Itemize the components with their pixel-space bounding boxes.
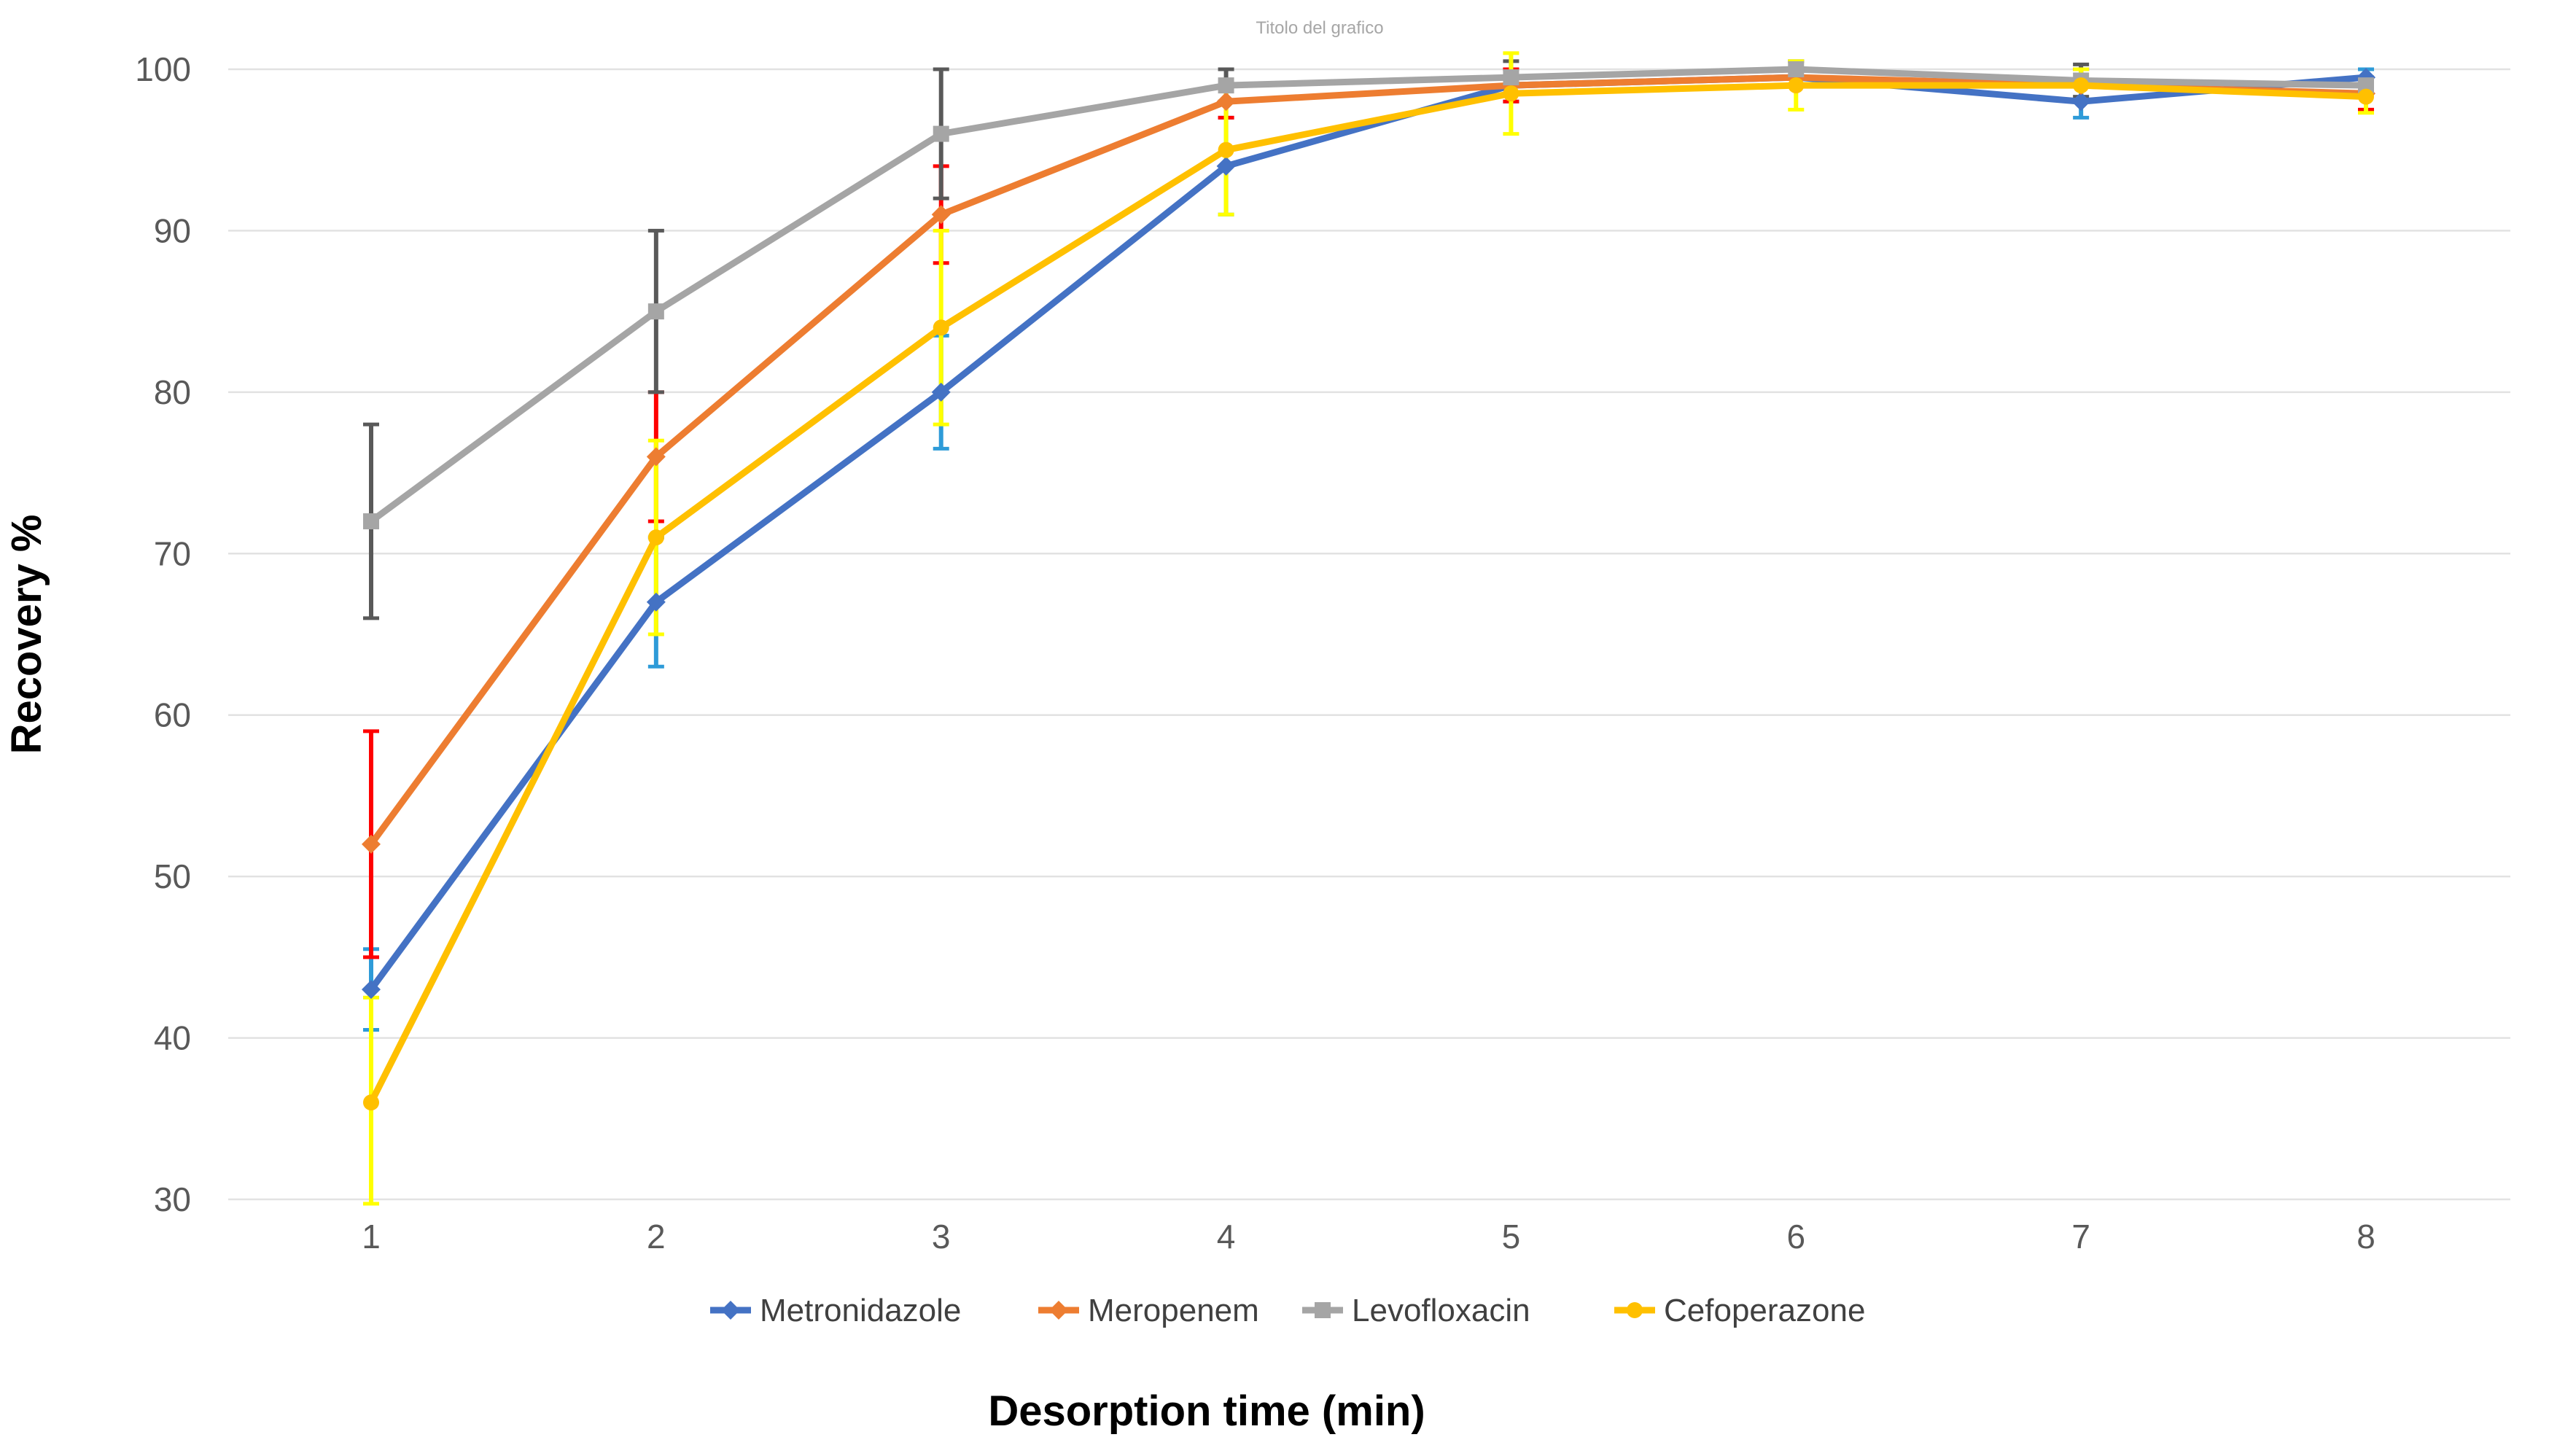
series-levofloxacin <box>363 61 2374 529</box>
y-axis-title: Recovery % <box>3 515 50 755</box>
error-bar-group-cefoperazone <box>363 51 2374 1206</box>
series-lines <box>362 61 2375 1111</box>
x-tick-label: 4 <box>1217 1218 1236 1255</box>
x-tick-label: 5 <box>1502 1218 1521 1255</box>
data-point-marker <box>646 592 666 612</box>
data-point-marker <box>362 834 381 854</box>
y-tick-label: 50 <box>154 857 191 895</box>
legend-label: Cefoperazone <box>1664 1293 1865 1328</box>
x-axis-tick-labels: 1 2 3 4 5 6 7 8 <box>362 1218 2375 1255</box>
data-point-marker <box>1788 77 1805 94</box>
data-point-marker <box>2073 77 2090 94</box>
series-cefoperazone <box>363 77 2374 1111</box>
data-point-marker <box>362 980 381 1000</box>
data-point-marker <box>647 303 664 320</box>
data-point-marker <box>1503 85 1519 102</box>
x-tick-label: 2 <box>647 1218 666 1255</box>
y-tick-label: 60 <box>154 696 191 734</box>
y-tick-label: 30 <box>154 1180 191 1218</box>
y-tick-label: 40 <box>154 1019 191 1057</box>
error-bar-group-meropenem <box>363 67 2374 959</box>
legend-item-metronidazole: Metronidazole <box>710 1293 961 1328</box>
chart-title: Titolo del grafico <box>1256 18 1383 38</box>
legend: Metronidazole Meropenem Levofloxacin Cefope… <box>710 1293 1865 1328</box>
data-point-marker <box>1503 69 1519 86</box>
legend-item-levofloxacin: Levofloxacin <box>1302 1293 1530 1328</box>
x-tick-label: 1 <box>362 1218 381 1255</box>
data-point-marker <box>363 1094 379 1111</box>
data-point-marker <box>933 125 949 142</box>
y-tick-label: 80 <box>154 373 191 411</box>
data-point-marker <box>1216 92 1236 112</box>
legend-label: Levofloxacin <box>1352 1293 1530 1328</box>
y-tick-label: 70 <box>154 534 191 572</box>
data-point-marker <box>1218 141 1234 158</box>
x-tick-label: 3 <box>932 1218 951 1255</box>
data-point-marker <box>931 205 951 225</box>
x-axis-title: Desorption time (min) <box>988 1387 1425 1435</box>
data-point-marker <box>2357 88 2374 105</box>
legend-marker-icon <box>1049 1301 1068 1320</box>
error-bars <box>363 51 2374 1206</box>
series-line-levofloxacin <box>367 66 2370 525</box>
x-tick-label: 7 <box>2071 1218 2090 1255</box>
data-point-marker <box>1216 156 1236 176</box>
error-bar-group-metronidazole <box>363 67 2374 1032</box>
legend-label: Meropenem <box>1088 1293 1259 1328</box>
data-point-marker <box>1218 77 1234 94</box>
data-point-marker <box>933 319 949 336</box>
series-line-cefoperazone <box>367 82 2370 1106</box>
data-point-marker <box>2357 77 2374 94</box>
legend-item-meropenem: Meropenem <box>1038 1293 1259 1328</box>
series-line-metronidazole <box>367 74 2370 993</box>
x-tick-label: 6 <box>1786 1218 1805 1255</box>
data-point-marker <box>647 529 664 546</box>
legend-marker-icon <box>1315 1302 1331 1318</box>
legend-marker-icon <box>721 1301 740 1320</box>
series-meropenem <box>362 68 2375 854</box>
legend-marker-icon <box>1627 1302 1643 1318</box>
series-line-meropenem <box>367 74 2370 848</box>
legend-item-cefoperazone: Cefoperazone <box>1614 1293 1865 1328</box>
data-point-marker <box>1788 61 1805 77</box>
data-point-marker <box>931 382 951 402</box>
gridlines <box>228 68 2510 1201</box>
data-point-marker <box>363 513 379 529</box>
y-tick-label: 90 <box>154 211 191 249</box>
data-point-marker <box>646 447 666 467</box>
x-tick-label: 8 <box>2357 1218 2375 1255</box>
y-tick-label: 100 <box>135 50 191 88</box>
legend-label: Metronidazole <box>760 1293 961 1328</box>
data-point-marker <box>2071 92 2091 112</box>
y-axis-tick-labels: 30 40 50 60 70 80 90 100 <box>135 50 191 1218</box>
